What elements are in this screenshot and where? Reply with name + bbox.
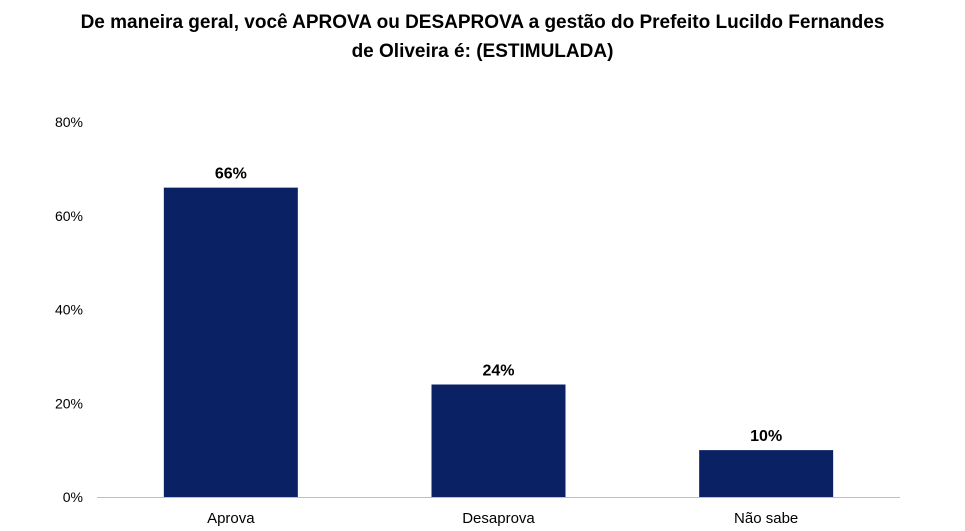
- data-label: 10%: [750, 428, 782, 445]
- y-tick-label: 40%: [55, 302, 83, 318]
- bar: [163, 187, 298, 497]
- chart-title-line-1: De maneira geral, você APROVA ou DESAPRO…: [80, 12, 885, 33]
- bars: [163, 187, 834, 497]
- data-label: 24%: [482, 363, 514, 380]
- y-tick-label: 80%: [55, 114, 83, 130]
- category-label: Não sabe: [734, 510, 798, 527]
- y-tick-label: 20%: [55, 395, 83, 411]
- chart-title: De maneira geral, você APROVA ou DESAPRO…: [0, 8, 965, 66]
- y-tick-label: 0%: [63, 489, 83, 505]
- y-tick-label: 60%: [55, 208, 83, 224]
- category-label: Aprova: [207, 510, 255, 527]
- bar: [699, 450, 834, 497]
- category-labels: Aprova Desaprova Não sabe: [207, 510, 798, 527]
- category-label: Desaprova: [462, 510, 535, 527]
- chart-title-line-2: de Oliveira é: (ESTIMULADA): [351, 41, 614, 62]
- bar: [431, 384, 566, 497]
- y-axis-ticks: 0% 20% 40% 60% 80%: [55, 114, 83, 505]
- data-label: 66%: [215, 166, 247, 183]
- data-labels: 66% 24% 10%: [215, 166, 782, 446]
